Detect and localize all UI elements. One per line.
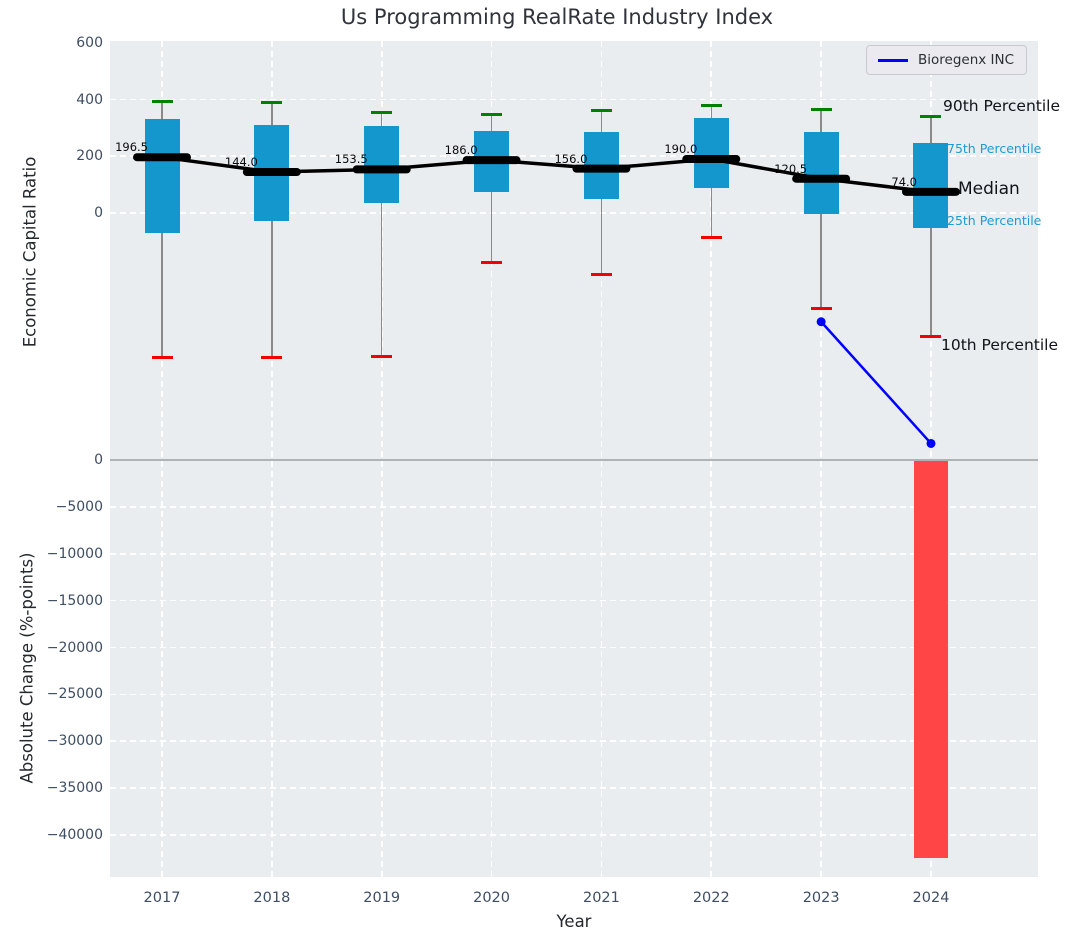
legend: Bioregenx INC [866, 45, 1028, 75]
annotation-median: Median [958, 179, 1020, 199]
whisker-cap-10th [700, 235, 722, 239]
chart-title: Us Programming RealRate Industry Index [340, 5, 774, 29]
grid-line-horizontal [110, 212, 1038, 214]
box-iqr [913, 143, 949, 229]
median-value-label: 144.0 [224, 155, 258, 170]
legend-line-icon [878, 58, 908, 62]
whisker-cap-90th [261, 101, 283, 105]
y-tick-label-bottom: 0 [94, 452, 103, 468]
x-axis-label: Year [556, 912, 592, 931]
y-tick-label-bottom: −35000 [46, 780, 103, 797]
y-tick-label-top: 0 [94, 204, 103, 221]
whisker-cap-90th [810, 107, 832, 111]
x-tick-label: 2020 [473, 890, 511, 906]
company-line [820, 320, 932, 445]
grid-line-horizontal [110, 834, 1038, 836]
annotation-25th-percentile: 25th Percentile [947, 213, 1042, 228]
x-tick-label: 2023 [802, 890, 840, 906]
grid-line-horizontal [110, 646, 1038, 649]
box-iqr [474, 131, 510, 193]
y-tick-label-top: 400 [76, 91, 103, 108]
grid-line-horizontal [110, 693, 1038, 696]
whisker-cap-10th [151, 355, 173, 359]
whisker-line [380, 112, 383, 357]
annotation-75th-percentile: 75th Percentile [947, 141, 1042, 156]
box-iqr [144, 119, 180, 234]
y-tick-label-bottom: −20000 [46, 639, 103, 656]
grid-line-horizontal [110, 98, 1038, 101]
whisker-cap-90th [481, 113, 503, 117]
grid-line-horizontal [110, 506, 1038, 508]
median-value-label: 186.0 [444, 143, 478, 158]
y-tick-label-bottom: −40000 [46, 827, 103, 843]
whisker-cap-10th [590, 272, 612, 276]
grid-line-horizontal [110, 787, 1038, 789]
whisker-cap-90th [151, 99, 173, 103]
whisker-line [271, 102, 273, 358]
x-tick-label: 2018 [253, 890, 291, 906]
box-iqr [254, 124, 290, 222]
y-tick-label-bottom: −10000 [46, 545, 103, 562]
y-tick-label-bottom: −30000 [46, 733, 103, 750]
whisker-cap-90th [371, 110, 393, 114]
annotation-90th-percentile: 90th Percentile [943, 97, 1061, 115]
whisker-cap-10th [371, 355, 393, 359]
plot-area: 196.5 144.0 153.5 186.0 156.0 190.0 120.5 74.0 [110, 41, 1038, 877]
whisker-cap-10th [810, 306, 832, 310]
change-bar [913, 461, 948, 858]
median-value-label: 196.5 [115, 140, 148, 155]
grid-line-horizontal [110, 599, 1038, 602]
y-tick-label-bottom: −15000 [46, 592, 103, 609]
grid-line-horizontal [110, 552, 1038, 555]
whisker-cap-90th [920, 114, 942, 118]
legend-label: Bioregenx INC [918, 52, 1015, 68]
zero-line [110, 459, 1038, 461]
y-tick-label-top: 600 [76, 35, 103, 51]
x-tick-label: 2024 [912, 890, 950, 906]
whisker-cap-90th [590, 108, 612, 112]
x-tick-label: 2017 [143, 890, 181, 906]
box-iqr [803, 132, 839, 215]
median-value-label: 190.0 [664, 142, 698, 157]
median-value-label: 120.5 [774, 161, 808, 176]
y-tick-label-bottom: −5000 [55, 498, 103, 515]
annotation-10th-percentile: 10th Percentile [941, 336, 1059, 354]
y-tick-label-top: 200 [76, 148, 103, 165]
median-value-label: 153.5 [334, 152, 368, 167]
box-iqr [364, 125, 400, 203]
whisker-cap-10th [261, 355, 283, 359]
y-tick-label-bottom: −25000 [46, 686, 103, 703]
x-tick-label: 2021 [582, 890, 620, 906]
median-value-label: 74.0 [891, 174, 917, 189]
grid-line-horizontal [110, 740, 1038, 743]
box-iqr [693, 117, 729, 188]
box-iqr [583, 132, 619, 199]
whisker-cap-10th [920, 334, 942, 338]
y-axis-label-top: Economic Capital Ratio [20, 156, 40, 348]
whisker-cap-10th [481, 260, 503, 264]
whisker-cap-90th [700, 103, 722, 107]
x-tick-label: 2022 [692, 890, 730, 906]
x-tick-label: 2019 [363, 890, 401, 906]
median-value-label: 156.0 [554, 151, 588, 166]
